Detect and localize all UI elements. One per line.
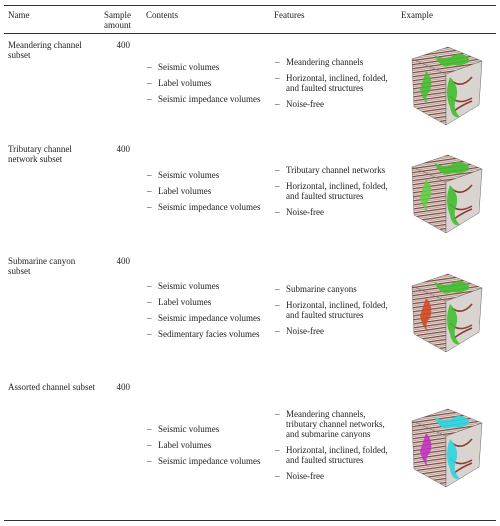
table-body: Meandering channel subset 400 Seismic volu… bbox=[4, 34, 496, 521]
example-cell bbox=[397, 376, 496, 521]
content-item: Label volumes bbox=[147, 186, 266, 196]
feature-item: Noise-free bbox=[275, 99, 393, 109]
contents-list: Seismic volumes Label volumes Seismic impe… bbox=[146, 170, 266, 212]
feature-item: Meandering channels bbox=[275, 57, 393, 67]
features-list: Meandering channels Horizontal, inclined,… bbox=[274, 57, 393, 109]
contents-cell: Seismic volumes Label volumes Seismic impe… bbox=[142, 34, 270, 138]
example-image bbox=[410, 408, 483, 488]
sample-amount: 400 bbox=[116, 381, 131, 392]
contents-list: Seismic volumes Label volumes Seismic impe… bbox=[146, 62, 266, 104]
content-item: Seismic impedance volumes bbox=[147, 313, 266, 323]
sample-amount: 400 bbox=[116, 255, 131, 266]
content-item: Seismic volumes bbox=[147, 170, 266, 180]
content-item: Seismic volumes bbox=[147, 281, 266, 291]
features-list: Submarine canyons Horizontal, inclined, f… bbox=[274, 284, 393, 336]
content-item: Label volumes bbox=[147, 440, 266, 450]
feature-item: Noise-free bbox=[275, 207, 393, 217]
sample-amount: 400 bbox=[116, 143, 131, 154]
feature-item: Horizontal, inclined, folded, and faulte… bbox=[275, 445, 393, 465]
subset-name: Submarine canyon subset bbox=[8, 255, 76, 276]
example-cell bbox=[397, 250, 496, 376]
contents-list: Seismic volumes Label volumes Seismic impe… bbox=[146, 424, 266, 466]
features-cell: Meandering channels Horizontal, inclined,… bbox=[270, 34, 397, 138]
feature-item: Horizontal, inclined, folded, and faulte… bbox=[275, 300, 393, 320]
content-item: Seismic volumes bbox=[147, 424, 266, 434]
column-header: Sample amount bbox=[104, 10, 131, 30]
content-item: Seismic impedance volumes bbox=[147, 456, 266, 466]
example-image bbox=[410, 153, 483, 234]
data-table: Name Sample amount Contents Features Example… bbox=[4, 5, 496, 521]
features-cell: Submarine canyons Horizontal, inclined, f… bbox=[270, 250, 397, 376]
sample-amount: 400 bbox=[116, 40, 131, 50]
table-row: Tributary channel network subset 400 Seism… bbox=[4, 138, 496, 250]
content-item: Seismic volumes bbox=[147, 62, 266, 72]
content-item: Label volumes bbox=[147, 297, 266, 307]
contents-cell: Seismic volumes Label volumes Seismic impe… bbox=[142, 138, 270, 250]
example-image bbox=[410, 272, 483, 353]
content-item: Sedimentary facies volumes bbox=[147, 329, 266, 339]
content-item: Seismic impedance volumes bbox=[147, 202, 266, 212]
column-header: Contents bbox=[146, 10, 179, 20]
contents-cell: Seismic volumes Label volumes Seismic impe… bbox=[142, 376, 270, 521]
feature-item: Horizontal, inclined, folded, and faulte… bbox=[275, 181, 393, 201]
example-cell bbox=[397, 138, 496, 250]
column-header: Example bbox=[401, 10, 433, 20]
subset-name: Tributary channel network subset bbox=[8, 143, 72, 164]
features-cell: Tributary channel networks Horizontal, in… bbox=[270, 138, 397, 250]
feature-item: Meandering channels, tributary channel n… bbox=[275, 409, 393, 439]
column-header: Features bbox=[274, 10, 305, 20]
feature-item: Noise-free bbox=[275, 326, 393, 336]
feature-item: Horizontal, inclined, folded, and faulte… bbox=[275, 73, 393, 93]
table-row: Assorted channel subset 400 Seismic volume… bbox=[4, 376, 496, 521]
header-row: Name Sample amount Contents Features Example bbox=[4, 5, 496, 34]
features-list: Tributary channel networks Horizontal, in… bbox=[274, 165, 393, 217]
table-row: Meandering channel subset 400 Seismic volu… bbox=[4, 34, 496, 138]
contents-list: Seismic volumes Label volumes Seismic impe… bbox=[146, 281, 266, 339]
content-item: Seismic impedance volumes bbox=[147, 94, 266, 104]
features-cell: Meandering channels, tributary channel n… bbox=[270, 376, 397, 521]
subset-name: Meandering channel subset bbox=[8, 40, 82, 60]
feature-item: Tributary channel networks bbox=[275, 165, 393, 175]
column-header: Name bbox=[8, 10, 30, 20]
example-cell bbox=[397, 34, 496, 138]
example-image bbox=[410, 46, 483, 126]
subset-name: Assorted channel subset bbox=[8, 381, 95, 392]
features-list: Meandering channels, tributary channel n… bbox=[274, 409, 393, 481]
contents-cell: Seismic volumes Label volumes Seismic impe… bbox=[142, 250, 270, 376]
table-row: Submarine canyon subset 400 Seismic volume… bbox=[4, 250, 496, 376]
feature-item: Submarine canyons bbox=[275, 284, 393, 294]
feature-item: Noise-free bbox=[275, 471, 393, 481]
content-item: Label volumes bbox=[147, 78, 266, 88]
